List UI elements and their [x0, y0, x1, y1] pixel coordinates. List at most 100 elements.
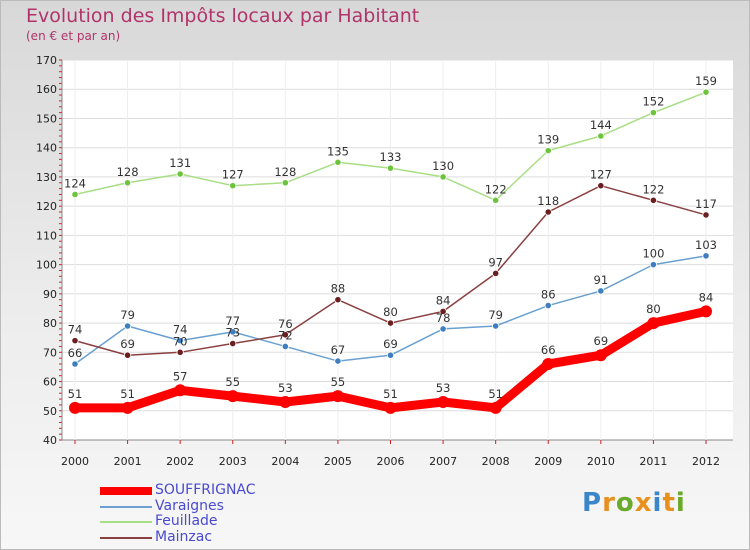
y-tick-label: 70 — [43, 346, 57, 359]
data-label-varaignes: 72 — [278, 328, 293, 342]
data-label-souffrignac: 53 — [436, 381, 451, 395]
x-tick-label: 2008 — [482, 455, 510, 468]
data-point-varaignes — [176, 337, 184, 345]
y-tick-label: 90 — [43, 288, 57, 301]
data-label-feuillade: 152 — [642, 95, 664, 109]
data-point-feuillade — [492, 196, 500, 204]
data-point-feuillade — [649, 109, 658, 117]
data-label-mainzac: 70 — [173, 334, 188, 348]
data-label-feuillade: 127 — [222, 168, 244, 182]
data-point-varaignes — [123, 322, 132, 330]
data-point-feuillade — [281, 179, 289, 187]
data-point-feuillade — [544, 147, 552, 155]
data-label-mainzac: 74 — [68, 323, 83, 337]
data-label-varaignes: 79 — [120, 308, 135, 322]
y-tick-label: 60 — [43, 376, 57, 389]
data-label-feuillade: 128 — [274, 165, 296, 179]
y-tick-label: 120 — [36, 200, 57, 213]
data-label-varaignes: 86 — [541, 288, 556, 302]
data-label-souffrignac: 55 — [225, 375, 240, 389]
data-label-feuillade: 133 — [380, 150, 402, 164]
data-point-souffrignac — [647, 317, 660, 330]
legend-swatch — [100, 521, 152, 523]
data-point-feuillade — [597, 132, 605, 140]
x-tick-label: 2012 — [692, 455, 720, 468]
data-point-feuillade — [176, 170, 184, 178]
legend-swatch — [100, 505, 152, 508]
data-label-mainzac: 84 — [436, 293, 451, 307]
data-label-varaignes: 74 — [173, 323, 188, 337]
data-point-feuillade — [123, 179, 132, 187]
data-point-mainzac — [649, 196, 658, 204]
data-label-mainzac: 118 — [537, 194, 559, 208]
data-point-varaignes — [597, 287, 605, 295]
data-label-varaignes: 91 — [594, 273, 609, 287]
x-tick-label: 2000 — [61, 455, 89, 468]
data-point-souffrignac — [542, 358, 555, 370]
data-point-feuillade — [71, 190, 79, 199]
data-point-mainzac — [439, 307, 447, 315]
y-tick-label: 100 — [36, 259, 57, 272]
data-point-feuillade — [229, 182, 237, 190]
plot-area — [62, 60, 733, 440]
data-point-mainzac — [176, 348, 184, 356]
data-label-feuillade: 144 — [590, 118, 612, 132]
data-label-mainzac: 73 — [225, 326, 240, 340]
data-point-souffrignac — [594, 349, 607, 362]
data-point-mainzac — [544, 208, 552, 216]
y-tick-label: 40 — [43, 434, 57, 447]
data-point-varaignes — [702, 252, 710, 260]
data-label-souffrignac: 51 — [383, 387, 398, 401]
y-tick-label: 110 — [36, 229, 57, 242]
data-label-mainzac: 76 — [278, 317, 293, 331]
data-label-mainzac: 122 — [642, 182, 664, 196]
data-point-varaignes — [492, 322, 500, 330]
data-point-feuillade — [334, 158, 342, 166]
proxiti-logo: Proxiti — [582, 488, 686, 518]
data-point-souffrignac — [174, 384, 187, 397]
data-point-souffrignac — [69, 401, 81, 414]
data-point-mainzac — [229, 339, 237, 348]
x-tick-label: 2002 — [166, 455, 194, 468]
data-label-souffrignac: 57 — [173, 369, 188, 383]
chart-title: Evolution des Impôts locaux par Habitant — [26, 5, 420, 27]
data-label-feuillade: 139 — [537, 133, 559, 147]
data-point-varaignes — [229, 328, 237, 336]
data-label-varaignes: 100 — [642, 247, 664, 261]
data-label-mainzac: 117 — [695, 197, 717, 211]
data-label-souffrignac: 51 — [68, 387, 83, 401]
x-tick-label: 2004 — [271, 455, 299, 468]
data-point-souffrignac — [279, 396, 292, 408]
data-label-varaignes: 78 — [436, 311, 451, 325]
data-point-mainzac — [492, 269, 500, 277]
data-point-varaignes — [649, 261, 658, 269]
data-point-mainzac — [597, 182, 605, 190]
data-label-souffrignac: 80 — [646, 302, 661, 316]
data-point-mainzac — [386, 319, 395, 327]
data-label-varaignes: 67 — [331, 343, 346, 357]
legend-swatch — [100, 536, 152, 539]
data-label-feuillade: 128 — [117, 165, 139, 179]
data-point-souffrignac — [700, 305, 712, 318]
data-point-mainzac — [334, 296, 342, 304]
y-tick-label: 140 — [36, 142, 57, 155]
y-tick-label: 130 — [36, 171, 57, 184]
data-label-feuillade: 122 — [485, 182, 507, 196]
data-point-varaignes — [439, 325, 447, 333]
data-point-souffrignac — [121, 401, 134, 414]
data-label-mainzac: 97 — [488, 255, 503, 269]
y-tick-label: 160 — [36, 83, 57, 96]
data-label-feuillade: 124 — [64, 176, 86, 190]
y-tick-label: 170 — [36, 54, 57, 67]
data-label-varaignes: 69 — [383, 337, 398, 351]
data-label-mainzac: 88 — [331, 282, 346, 296]
data-point-mainzac — [281, 331, 289, 339]
data-point-souffrignac — [331, 390, 344, 403]
data-label-souffrignac: 53 — [278, 381, 293, 395]
data-point-varaignes — [71, 360, 79, 368]
data-label-souffrignac: 55 — [331, 375, 346, 389]
data-point-feuillade — [439, 173, 447, 181]
data-label-mainzac: 127 — [590, 168, 612, 182]
data-label-mainzac: 69 — [120, 337, 135, 351]
